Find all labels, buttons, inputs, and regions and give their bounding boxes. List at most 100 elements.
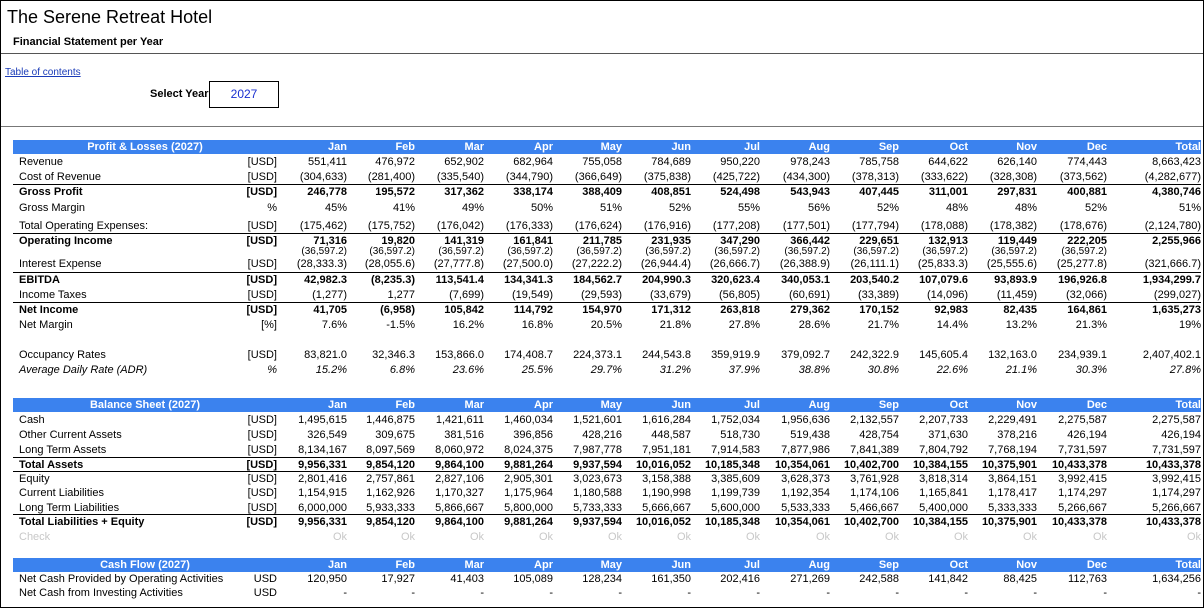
total-cell: 5,266,667 xyxy=(1152,502,1201,514)
month-header: Dec xyxy=(1086,559,1107,571)
value-cell: (36,597.2) xyxy=(301,246,347,257)
value-cell: (33,679) xyxy=(650,289,691,301)
value-cell: 7,951,181 xyxy=(642,444,691,456)
month-header: Apr xyxy=(534,399,553,411)
value-cell: (26,111.1) xyxy=(850,258,899,270)
month-header: Jun xyxy=(671,399,691,411)
value-cell: 55% xyxy=(737,202,760,214)
value-cell: (25,277.8) xyxy=(1056,258,1107,270)
value-cell: 7,841,389 xyxy=(850,444,899,456)
month-header: Apr xyxy=(534,559,553,571)
value-cell: 52% xyxy=(668,202,691,214)
row-label: Cash xyxy=(19,414,45,426)
value-cell: 10,375,901 xyxy=(981,459,1037,471)
value-cell: 10,016,052 xyxy=(635,459,691,471)
value-cell: 426,194 xyxy=(1067,429,1107,441)
row-unit: [USD] xyxy=(247,220,277,232)
value-cell: 3,628,373 xyxy=(781,473,830,485)
value-cell: (373,562) xyxy=(1059,171,1107,183)
value-cell: 5,866,667 xyxy=(435,502,484,514)
value-cell: 25.5% xyxy=(521,364,553,376)
select-year-label: Select Year xyxy=(150,88,209,100)
value-cell: -1.5% xyxy=(386,319,415,331)
value-cell: 222,205 xyxy=(1067,235,1107,247)
total-cell: 3,992,415 xyxy=(1152,473,1201,485)
value-cell: 428,754 xyxy=(859,429,899,441)
value-cell: 7,731,597 xyxy=(1058,444,1107,456)
total-cell: (321,666.7) xyxy=(1144,258,1201,270)
value-cell: 8,024,375 xyxy=(504,444,553,456)
row-unit: [USD] xyxy=(247,171,277,183)
value-cell: Ok xyxy=(538,531,553,543)
row-label: Equity xyxy=(19,473,50,485)
value-cell: 1,178,417 xyxy=(988,487,1037,499)
value-cell: 379,092.7 xyxy=(781,349,830,361)
value-cell: (56,805) xyxy=(719,289,760,301)
value-cell: 17,927 xyxy=(381,573,415,585)
value-cell: (36,597.2) xyxy=(507,246,553,257)
value-cell: 400,881 xyxy=(1067,186,1107,198)
total-header: Total xyxy=(1175,141,1201,153)
value-cell: 378,216 xyxy=(997,429,1037,441)
row-rule xyxy=(13,471,1201,472)
value-cell: (378,313) xyxy=(851,171,899,183)
value-cell: 652,902 xyxy=(444,156,484,168)
month-header: Jan xyxy=(328,399,347,411)
value-cell: 3,761,928 xyxy=(850,473,899,485)
value-cell: (1,277) xyxy=(312,289,347,301)
month-header: May xyxy=(600,399,622,411)
value-cell: 347,290 xyxy=(720,235,760,247)
month-header: Oct xyxy=(949,399,968,411)
value-cell: 1,154,915 xyxy=(298,487,347,499)
value-cell: 119,449 xyxy=(997,235,1037,247)
value-cell: 30.8% xyxy=(867,364,899,376)
value-cell: 153,866.0 xyxy=(435,349,484,361)
value-cell: 9,881,264 xyxy=(504,459,553,471)
value-cell: (36,597.2) xyxy=(784,246,830,257)
row-label: Cost of Revenue xyxy=(19,171,101,183)
value-cell: 132,913 xyxy=(928,235,968,247)
value-cell: 13.2% xyxy=(1005,319,1037,331)
value-cell: 9,864,100 xyxy=(435,459,484,471)
value-cell: - xyxy=(618,587,622,599)
value-cell: 9,956,331 xyxy=(298,516,347,528)
value-cell: 10,185,348 xyxy=(704,516,760,528)
month-header: Jul xyxy=(744,399,760,411)
row-label: Occupancy Rates xyxy=(19,349,106,361)
total-cell: 1,934,299.7 xyxy=(1142,274,1201,286)
value-cell: 174,408.7 xyxy=(504,349,553,361)
value-cell: 10,375,901 xyxy=(981,516,1037,528)
row-label: Total Liabilities + Equity xyxy=(19,516,145,528)
value-cell: (434,300) xyxy=(782,171,830,183)
value-cell: 309,675 xyxy=(375,429,415,441)
total-cell: 10,433,378 xyxy=(1145,516,1201,528)
value-cell: 164,861 xyxy=(1067,304,1107,316)
toc-link[interactable]: Table of contents xyxy=(5,67,81,78)
row-label: Check xyxy=(19,531,51,543)
value-cell: 15.2% xyxy=(315,364,347,376)
value-cell: (36,597.2) xyxy=(576,246,622,257)
value-cell: 93,893.9 xyxy=(994,274,1037,286)
value-cell: (28,333.3) xyxy=(296,258,347,270)
value-cell: 5,600,000 xyxy=(711,502,760,514)
value-cell: (176,042) xyxy=(436,220,484,232)
year-input[interactable]: 2027 xyxy=(209,81,279,108)
value-cell: 10,402,700 xyxy=(843,459,899,471)
value-cell: (27,777.8) xyxy=(433,258,484,270)
section-header: Profit & Losses (2027) xyxy=(87,141,203,153)
month-header: Oct xyxy=(949,559,968,571)
row-label: EBITDA xyxy=(19,274,60,286)
divider xyxy=(1,53,1203,54)
value-cell: - xyxy=(895,587,899,599)
title: The Serene Retreat Hotel xyxy=(7,7,213,27)
value-cell: 644,622 xyxy=(928,156,968,168)
value-cell: (366,649) xyxy=(574,171,622,183)
value-cell: 1,956,636 xyxy=(781,414,830,426)
value-cell: 2,275,587 xyxy=(1058,414,1107,426)
row-unit: [USD] xyxy=(247,502,277,514)
value-cell: 51% xyxy=(599,202,622,214)
value-cell: 543,943 xyxy=(790,186,830,198)
row-label: Interest Expense xyxy=(19,258,102,270)
row-unit: [USD] xyxy=(247,349,277,361)
